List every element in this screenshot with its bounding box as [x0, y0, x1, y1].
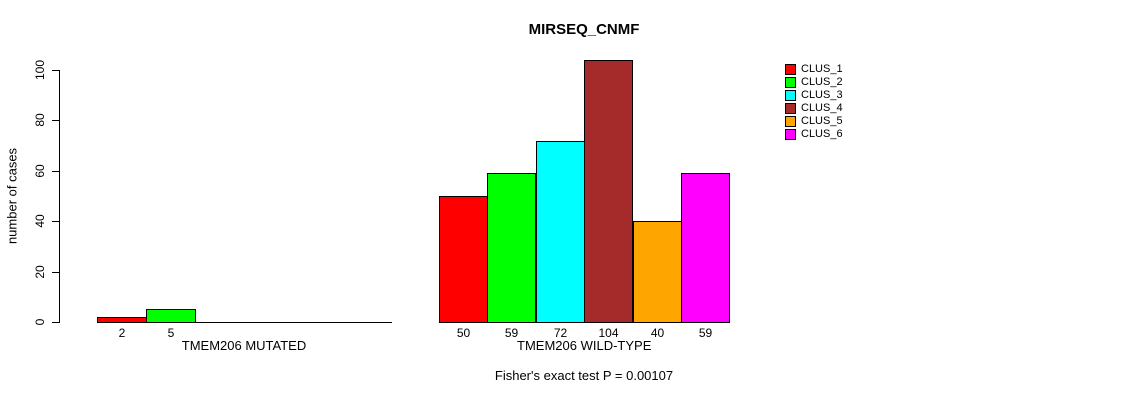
legend-item-CLUS_5: CLUS_5	[785, 115, 843, 127]
group-baseline	[97, 322, 392, 323]
bar-value-label: 50	[456, 326, 471, 340]
y-tick	[52, 322, 59, 323]
y-tick-label: 60	[33, 164, 47, 178]
legend-label: CLUS_6	[801, 128, 843, 140]
bar-CLUS_1-mutated	[97, 317, 147, 323]
legend-item-CLUS_3: CLUS_3	[785, 89, 843, 101]
legend-item-CLUS_6: CLUS_6	[785, 128, 843, 140]
bar-CLUS_2-wildtype	[487, 173, 536, 323]
y-tick-label: 40	[33, 214, 47, 228]
y-tick	[52, 221, 59, 222]
legend-swatch	[785, 63, 796, 75]
y-tick-label: 80	[33, 113, 47, 127]
y-axis-label: number of cases	[4, 147, 20, 245]
bar-CLUS_5-wildtype	[633, 221, 682, 323]
y-axis-line	[59, 70, 60, 323]
group-label: TMEM206 MUTATED	[181, 338, 307, 353]
chart-title: MIRSEQ_CNMF	[528, 21, 640, 38]
bar-value-label: 2	[118, 326, 126, 340]
legend-swatch	[785, 89, 796, 101]
bar-value-label: 5	[167, 326, 175, 340]
bar-CLUS_6-wildtype	[681, 173, 730, 323]
legend-swatch	[785, 76, 796, 88]
legend-label: CLUS_2	[801, 76, 843, 88]
bar-value-label: 72	[553, 326, 568, 340]
bar-value-label: 40	[650, 326, 665, 340]
y-tick-label: 0	[33, 318, 47, 326]
bar-value-label: 59	[504, 326, 519, 340]
bar-CLUS_1-wildtype	[439, 196, 488, 323]
legend-swatch	[785, 115, 796, 127]
footnote: Fisher's exact test P = 0.00107	[494, 368, 674, 383]
legend-item-CLUS_4: CLUS_4	[785, 102, 843, 114]
bar-value-label: 59	[698, 326, 713, 340]
y-tick-label: 100	[33, 59, 47, 81]
y-tick	[52, 120, 59, 121]
legend-swatch	[785, 128, 796, 140]
bar-CLUS_3-wildtype	[536, 141, 585, 323]
y-tick	[52, 272, 59, 273]
legend-label: CLUS_5	[801, 115, 843, 127]
bar-CLUS_2-mutated	[146, 309, 196, 323]
legend-item-CLUS_1: CLUS_1	[785, 63, 843, 75]
legend-swatch	[785, 102, 796, 114]
bar-value-label: 104	[598, 326, 619, 340]
legend-label: CLUS_3	[801, 89, 843, 101]
y-tick-label: 20	[33, 265, 47, 279]
legend-label: CLUS_4	[801, 102, 843, 114]
y-tick	[52, 171, 59, 172]
legend-item-CLUS_2: CLUS_2	[785, 76, 843, 88]
bar-CLUS_4-wildtype	[584, 60, 633, 323]
group-label: TMEM206 WILD-TYPE	[517, 338, 652, 353]
legend-label: CLUS_1	[801, 63, 843, 75]
y-tick	[52, 70, 59, 71]
